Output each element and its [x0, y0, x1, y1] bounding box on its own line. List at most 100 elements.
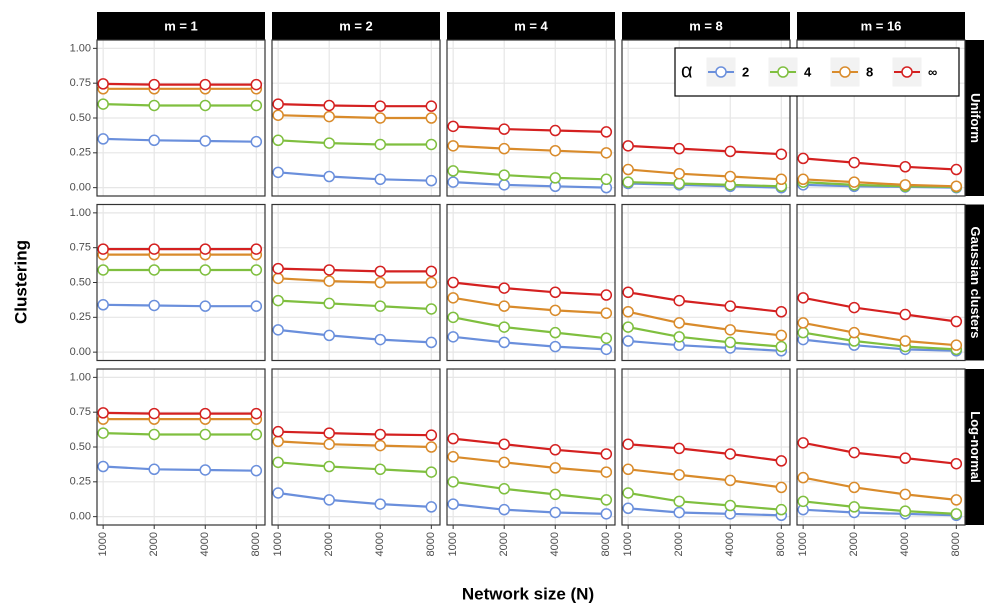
data-point: [250, 428, 263, 441]
data-point: [148, 407, 160, 420]
series-line: [627, 310, 782, 337]
series-line: [278, 171, 432, 182]
panel-border: [796, 203, 966, 362]
x-tick-label: 4000: [724, 532, 736, 556]
data-point: [374, 265, 387, 278]
data-point: [600, 494, 613, 506]
data-point: [673, 167, 685, 180]
data-point: [323, 297, 335, 310]
series-line: [103, 137, 257, 143]
y-tick-label: 1.00: [70, 207, 91, 219]
data-point: [199, 264, 212, 276]
data-point: [250, 78, 263, 91]
data-point: [447, 120, 459, 133]
series-line: [453, 169, 607, 181]
facet-label: Log-normal: [968, 411, 983, 483]
series-line: [103, 103, 257, 107]
facet-label: m = 1: [164, 18, 198, 33]
data-point: [498, 438, 510, 450]
x-tick-label: 1000: [622, 532, 634, 556]
y-tick-label: 0.25: [70, 476, 91, 488]
data-point: [250, 464, 263, 477]
data-point: [323, 329, 335, 342]
data-point: [775, 329, 788, 342]
data-point: [199, 407, 212, 420]
data-point: [673, 495, 685, 508]
data-point: [323, 427, 335, 439]
legend-title: α: [681, 60, 693, 82]
data-point: [447, 498, 459, 510]
data-point: [498, 300, 510, 312]
data-point: [899, 335, 912, 347]
legend-label: 8: [866, 64, 873, 79]
data-point: [148, 134, 160, 147]
data-point: [724, 474, 737, 487]
legend-point: [777, 66, 789, 78]
series-line: [103, 432, 257, 436]
data-point: [622, 140, 634, 152]
series-line: [628, 339, 782, 352]
x-tick-label: 1000: [447, 532, 459, 556]
data-point: [425, 100, 438, 112]
data-point: [549, 326, 562, 339]
x-tick-label: 2000: [148, 532, 160, 556]
data-point: [950, 180, 963, 192]
data-point: [250, 99, 263, 112]
legend-label: 4: [804, 64, 812, 79]
legend-point: [715, 66, 727, 78]
data-point: [272, 435, 284, 448]
facet-strip: [965, 369, 984, 525]
data-point: [622, 487, 634, 499]
panel-border: [271, 368, 441, 526]
data-point: [600, 173, 613, 186]
facet-label: Uniform: [968, 93, 983, 143]
data-point: [374, 333, 387, 346]
y-tick-label: 1.00: [70, 42, 91, 54]
data-point: [447, 176, 459, 188]
data-point: [622, 163, 634, 176]
data-point: [199, 135, 212, 147]
data-point: [775, 340, 788, 353]
data-point: [425, 276, 438, 289]
data-point: [600, 289, 613, 301]
facet-strip: [272, 12, 440, 40]
data-point: [848, 481, 860, 494]
data-point: [323, 137, 335, 149]
data-point: [549, 286, 562, 298]
data-point: [425, 303, 438, 315]
series-line: [802, 296, 957, 323]
series-line: [627, 468, 782, 489]
data-point: [97, 133, 109, 145]
data-point: [148, 299, 160, 312]
data-point: [498, 179, 510, 191]
y-tick-label: 0.25: [70, 147, 91, 159]
facet-label: m = 4: [514, 18, 548, 33]
series-line: [628, 181, 782, 188]
legend-point: [901, 66, 913, 78]
facet-strip: [965, 40, 984, 196]
data-point: [272, 262, 284, 275]
series-line: [803, 157, 957, 171]
data-point: [97, 264, 109, 276]
data-point: [797, 173, 809, 186]
data-point: [950, 163, 963, 176]
data-point: [374, 498, 387, 510]
data-point: [775, 173, 788, 186]
series-line: [452, 316, 607, 340]
data-point: [250, 135, 263, 148]
data-point: [848, 176, 860, 188]
data-point: [323, 460, 335, 473]
y-tick-label: 0.50: [70, 276, 91, 288]
data-point: [673, 469, 685, 481]
data-point: [250, 264, 263, 276]
data-point: [498, 456, 510, 469]
panel-border: [446, 39, 616, 197]
data-point: [673, 442, 685, 455]
data-point: [848, 446, 860, 459]
data-point: [199, 78, 212, 91]
x-tick-label: 8000: [600, 532, 612, 556]
data-point: [148, 243, 160, 255]
data-point: [374, 439, 387, 452]
legend-label: 2: [742, 64, 749, 79]
